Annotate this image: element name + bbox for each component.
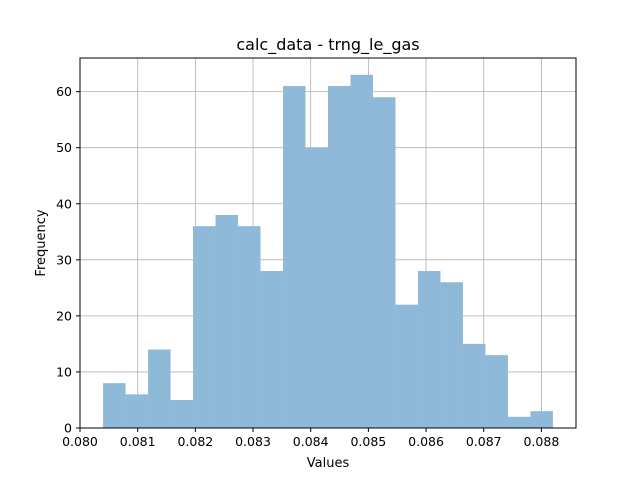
x-tick-label: 0.082 <box>177 434 213 449</box>
histogram-bar <box>417 271 441 428</box>
histogram-bar <box>238 226 261 428</box>
y-tick-label: 10 <box>56 364 72 379</box>
x-tick-label: 0.083 <box>235 434 271 449</box>
histogram-bar <box>372 97 396 428</box>
histogram-bar <box>395 304 418 428</box>
x-tick-label: 0.084 <box>293 434 329 449</box>
x-tick-label: 0.086 <box>408 434 444 449</box>
y-tick-label: 30 <box>56 252 72 267</box>
histogram-bar <box>170 399 194 428</box>
histogram-bars <box>103 74 553 429</box>
histogram-bar <box>440 282 463 428</box>
x-tick-label: 0.087 <box>466 434 502 449</box>
y-tick-label: 60 <box>56 84 72 99</box>
plot-frame <box>79 57 577 429</box>
chart-title: calc_data - trng_le_gas <box>236 35 419 55</box>
histogram-bar <box>283 86 306 428</box>
x-tick-label: 0.085 <box>350 434 386 449</box>
histogram-bar <box>350 74 373 429</box>
x-axis-label: Values <box>307 456 350 471</box>
x-axis-ticks: 0.080 0.081 0.082 0.083 0.084 0.085 0.086 0.087… <box>62 428 559 449</box>
histogram-bar <box>215 214 239 428</box>
histogram-bar <box>148 349 171 428</box>
x-tick-label: 0.081 <box>120 434 156 449</box>
histogram-bar <box>125 394 149 428</box>
histogram-bar <box>193 226 216 428</box>
histogram-bar <box>507 416 531 428</box>
y-tick-label: 20 <box>56 308 72 323</box>
histogram-bar <box>485 355 508 428</box>
histogram-bar <box>305 147 328 429</box>
histogram-bar <box>103 383 126 428</box>
y-tick-label: 40 <box>56 196 72 211</box>
histogram-bar <box>328 86 351 428</box>
x-tick-label: 0.088 <box>523 434 559 449</box>
y-axis-label: Frequency <box>34 209 49 276</box>
histogram-bar <box>462 343 486 428</box>
x-tick-label: 0.080 <box>62 434 98 449</box>
y-axis-ticks: 0 10 20 30 40 50 60 <box>56 84 80 436</box>
y-tick-label: 0 <box>64 421 72 436</box>
histogram-bar <box>530 411 553 428</box>
histogram-bar <box>260 271 284 428</box>
y-tick-label: 50 <box>56 140 72 155</box>
